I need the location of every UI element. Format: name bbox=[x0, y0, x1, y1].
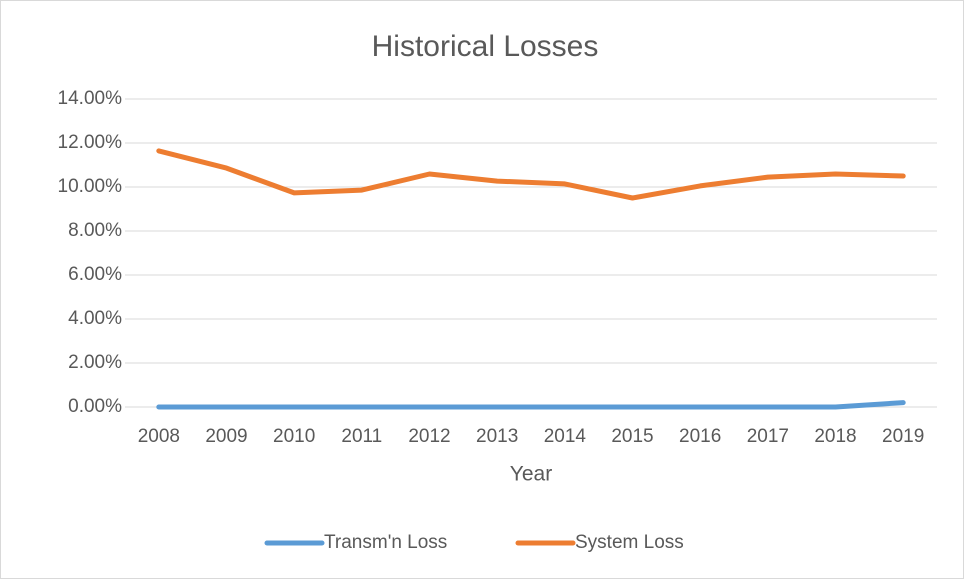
y-tick-label: 8.00% bbox=[68, 220, 122, 241]
y-tick-label: 4.00% bbox=[68, 308, 122, 329]
x-tick-label: 2008 bbox=[138, 426, 180, 447]
x-tick-label: 2010 bbox=[273, 426, 315, 447]
x-tick-label: 2016 bbox=[679, 426, 721, 447]
y-tick-label: 2.00% bbox=[68, 352, 122, 373]
y-tick-label: 12.00% bbox=[58, 132, 123, 153]
y-tick-label: 0.00% bbox=[68, 396, 122, 417]
x-tick-label: 2018 bbox=[814, 426, 856, 447]
x-tick-label: 2017 bbox=[747, 426, 789, 447]
legend-label: System Loss bbox=[575, 532, 684, 553]
y-tick-label: 6.00% bbox=[68, 264, 122, 285]
series-line bbox=[156, 400, 906, 410]
x-axis-label: Year bbox=[510, 463, 552, 486]
y-tick-label: 10.00% bbox=[58, 176, 123, 197]
x-tick-label: 2015 bbox=[611, 426, 653, 447]
x-tick-label: 2011 bbox=[341, 426, 382, 447]
x-tick-label: 2019 bbox=[882, 426, 924, 447]
x-tick-label: 2013 bbox=[476, 426, 518, 447]
x-tick-label: 2012 bbox=[408, 426, 450, 447]
x-tick-label: 2014 bbox=[544, 426, 587, 447]
x-tick-label: 2009 bbox=[205, 426, 247, 447]
chart-title: Historical Losses bbox=[372, 30, 599, 63]
legend-label: Transm'n Loss bbox=[324, 532, 447, 553]
y-tick-label: 14.00% bbox=[58, 88, 123, 109]
series-line bbox=[156, 148, 906, 201]
